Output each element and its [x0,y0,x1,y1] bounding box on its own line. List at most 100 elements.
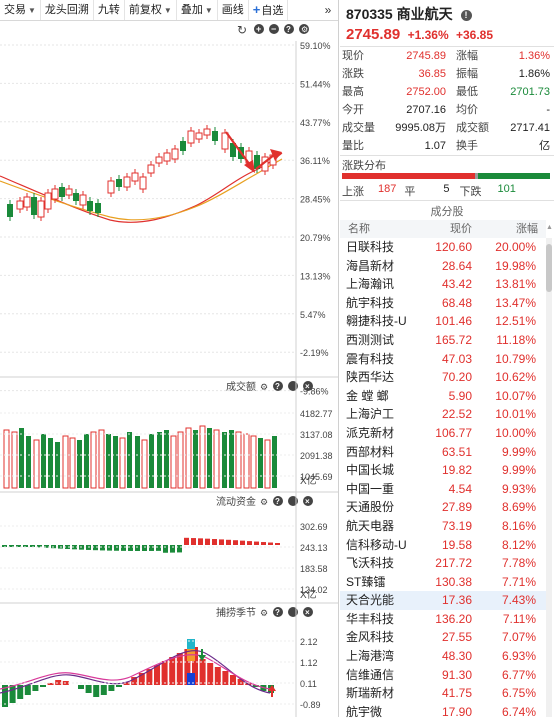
gear-icon[interactable]: ⚙ [260,497,268,507]
svg-text:+: + [256,24,261,34]
help-icon[interactable] [284,24,294,34]
candle-up [139,176,147,190]
help-icon[interactable] [273,381,283,391]
flow-bar [156,545,161,551]
quote-value: 2707.16 [406,104,446,116]
kline-chart-area[interactable]: ↻ + − ? ⚙ 59.10% 51.44% 43.77% 36.11% 28.45%… [0,21,338,717]
scroll-thumb[interactable] [546,244,552,292]
zoom-out-icon[interactable] [269,24,279,34]
change-percent: +1.36% [407,28,449,42]
scroll-up-icon[interactable]: ▲ [546,224,553,231]
quote-value: 36.85 [418,68,446,80]
toolbar-item-4[interactable]: 叠加 ▼ [177,0,218,20]
list-item[interactable]: 金风科技 27.55 7.07% [340,628,546,647]
candle-down [7,204,13,217]
stock-change: 20.00% [495,240,536,254]
gear-icon[interactable]: ⚙ [260,608,268,618]
close-icon[interactable] [303,381,313,391]
axis-label: -2.19% [300,348,329,358]
header-price[interactable]: 现价 [450,223,472,235]
axis-label: 2091.38 [300,451,333,461]
trend-arrow-up [255,154,275,170]
list-item[interactable]: 西测测试 165.72 11.18% [340,331,546,350]
list-item[interactable]: 天通股份 27.89 8.69% [340,498,546,517]
list-item[interactable]: 西部材料 63.51 9.99% [340,443,546,462]
more-icon[interactable]: » [324,3,332,17]
season-bar-blue [187,673,195,685]
info-icon[interactable]: ! [460,10,472,21]
settings-icon[interactable] [299,24,309,34]
help-icon[interactable] [273,496,283,506]
list-item[interactable]: 上海瀚讯 43.42 13.81% [340,275,546,294]
svg-text:×: × [305,382,310,391]
season-bar [184,649,191,685]
list-item[interactable]: 飞沃科技 217.72 7.78% [340,554,546,573]
stock-name: 上海港湾 [346,649,395,664]
volume-bar-down [106,434,111,488]
stock-price: 47.03 [441,351,472,366]
help-icon[interactable] [273,607,283,617]
list-item[interactable]: ST臻镭 130.38 7.71% [340,573,546,592]
list-item[interactable]: 派克新材 106.77 10.00% [340,424,546,443]
list-item[interactable]: 日联科技 120.60 20.00% [340,238,546,257]
axis-label: 183.58 [300,564,328,574]
list-item[interactable]: 华丰科技 136.20 7.11% [340,610,546,629]
list-item[interactable]: 上海港湾 48.30 6.93% [340,647,546,666]
list-item[interactable]: 信科移动-U 19.58 8.12% [340,536,546,555]
axis-label: 124.02 [300,585,328,595]
season-bar [169,657,176,685]
refresh-icon[interactable]: ↻ [237,23,247,37]
stock-change: 12.51% [495,314,536,329]
header-change[interactable]: 涨幅 [516,223,538,235]
list-item[interactable]: 航天电器 73.19 8.16% [340,517,546,536]
axis-label: 302.69 [300,522,328,532]
list-item[interactable]: 天合光能 17.36 7.43% [340,591,546,610]
candle-up [155,156,163,164]
toolbar-item-5[interactable]: 画线 [218,0,249,20]
season-axis: 2.12 1.12 0.11 -0.89 [0,603,321,717]
add-watchlist-button[interactable]: +自选 [249,0,289,20]
candle-down [254,155,260,169]
list-item[interactable]: 中国一重 4.54 9.93% [340,480,546,499]
gear-icon[interactable]: ⚙ [260,382,268,392]
season-bar [154,665,160,685]
quote-row: 量比 1.07 换手 - [340,137,554,155]
list-item[interactable]: 航宇微 17.90 6.74% [340,703,546,721]
toolbar-item-label: 龙头回溯 [44,4,89,16]
list-item[interactable]: 航宇科技 68.48 13.47% [340,294,546,313]
list-item[interactable]: 震有科技 47.03 10.79% [340,350,546,369]
list-item[interactable]: 上海沪工 22.52 10.01% [340,405,546,424]
toolbar-item-2[interactable]: 九转 [94,0,125,20]
toolbar-item-3[interactable]: 前复权 ▼ [125,0,177,20]
list-item[interactable]: 中国长城 19.82 9.99% [340,461,546,480]
list-item[interactable]: 金 螳 螂 5.90 10.07% [340,387,546,406]
list-item[interactable]: 信维通信 91.30 6.77% [340,666,546,685]
toolbar-item-1[interactable]: 龙头回溯 [41,0,94,20]
flow-bar [212,539,217,545]
stock-name: 航天电器 [346,518,395,533]
volume-panel-title: 成交额 [226,380,256,393]
stock-change: 7.71% [501,574,536,589]
list-item[interactable]: 斯瑞新材 41.75 6.75% [340,684,546,703]
volume-bar-down [127,432,132,488]
candle-up [37,200,45,218]
volume-bar-down [149,434,154,488]
zoom-in-icon[interactable] [254,24,264,34]
list-item[interactable]: 海昌新材 28.64 19.98% [340,257,546,276]
season-bar [100,685,107,695]
season-bar [146,669,153,685]
stock-change: 19.98% [495,258,536,273]
header-name[interactable]: 名称 [348,223,370,235]
list-item[interactable]: 陕西华达 70.20 10.62% [340,368,546,387]
list-scrollbar[interactable] [546,238,552,717]
season-panel-tools: ⚙ ? × [260,607,313,618]
stock-price: 63.51 [441,444,472,459]
close-icon[interactable] [303,607,313,617]
toolbar-item-0[interactable]: 交易 ▼ [0,0,41,20]
distribution-title: 涨跌分布 [342,160,386,172]
volume-bar-down [135,436,140,488]
close-icon[interactable] [303,496,313,506]
svg-text:?: ? [275,497,280,506]
list-item[interactable]: 翱捷科技-U 101.46 12.51% [340,312,546,331]
